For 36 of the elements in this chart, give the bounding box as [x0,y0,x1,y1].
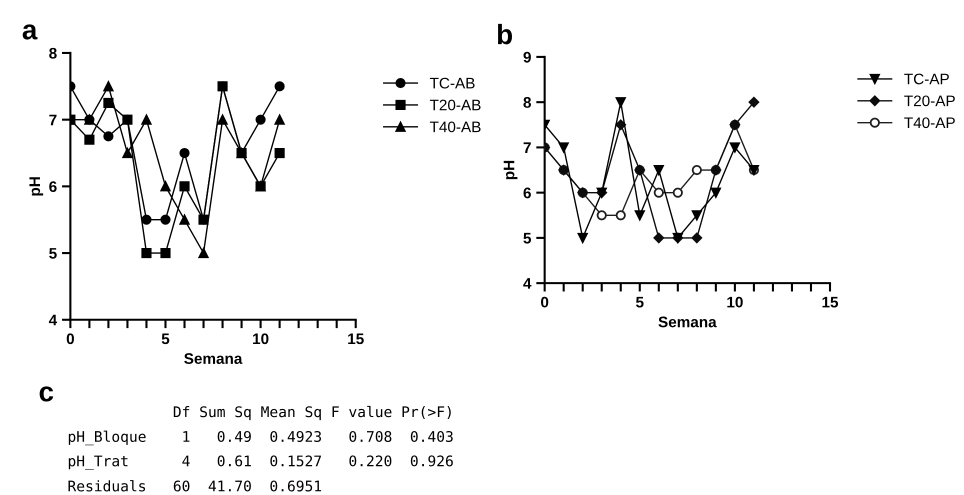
x-tick-label: 5 [636,296,644,308]
y-tick-label: 8 [523,97,531,108]
y-tick-label: 6 [524,188,531,198]
y-tick-label: 5 [49,248,57,259]
legend-label: TC-AP [904,74,949,84]
legend-label: T20-AP [904,95,955,106]
chart-title: a [22,24,38,40]
y-tick-label: 4 [48,314,58,326]
y-tick-label: 8 [49,48,57,59]
x-tick-label: 10 [253,333,268,344]
legend-label: T40-AB [430,121,481,132]
text: pH_Trat 4 0.61 0.1527 0.220 0.926 [68,455,453,470]
y-tick-label: 9 [524,52,531,63]
text: pH_Bloque 1 0.49 0.4923 0.708 0.403 [68,430,453,446]
legend-label: T40-AP [904,117,955,128]
x-tick-label: 10 [727,296,743,308]
y-tick-label: 4 [523,278,532,289]
y-axis-title: pH [504,160,518,180]
legend-label: T20-AB [430,100,481,110]
x-tick-label: 15 [348,334,364,344]
y-tick-label: 7 [524,142,531,153]
y-tick-label: 5 [523,232,532,244]
legend-label: TC-AB [430,78,475,89]
chart-title: b [498,24,512,44]
x-tick-label: 5 [162,334,170,344]
text: Df Sum Sq Mean Sq F value Pr(>F) [174,406,451,420]
x-tick-label: 0 [66,333,74,344]
x-axis-title: Semana [184,353,242,364]
x-axis-title: Semana [658,316,717,328]
y-tick-label: 6 [49,181,57,192]
x-tick-label: 0 [541,296,548,308]
y-axis-title: pH [29,177,44,196]
x-tick-label: 15 [822,296,838,308]
text: c [40,386,54,402]
y-tick-label: 7 [49,114,57,126]
text: Residuals 60 41.70 0.6951 [68,480,322,492]
